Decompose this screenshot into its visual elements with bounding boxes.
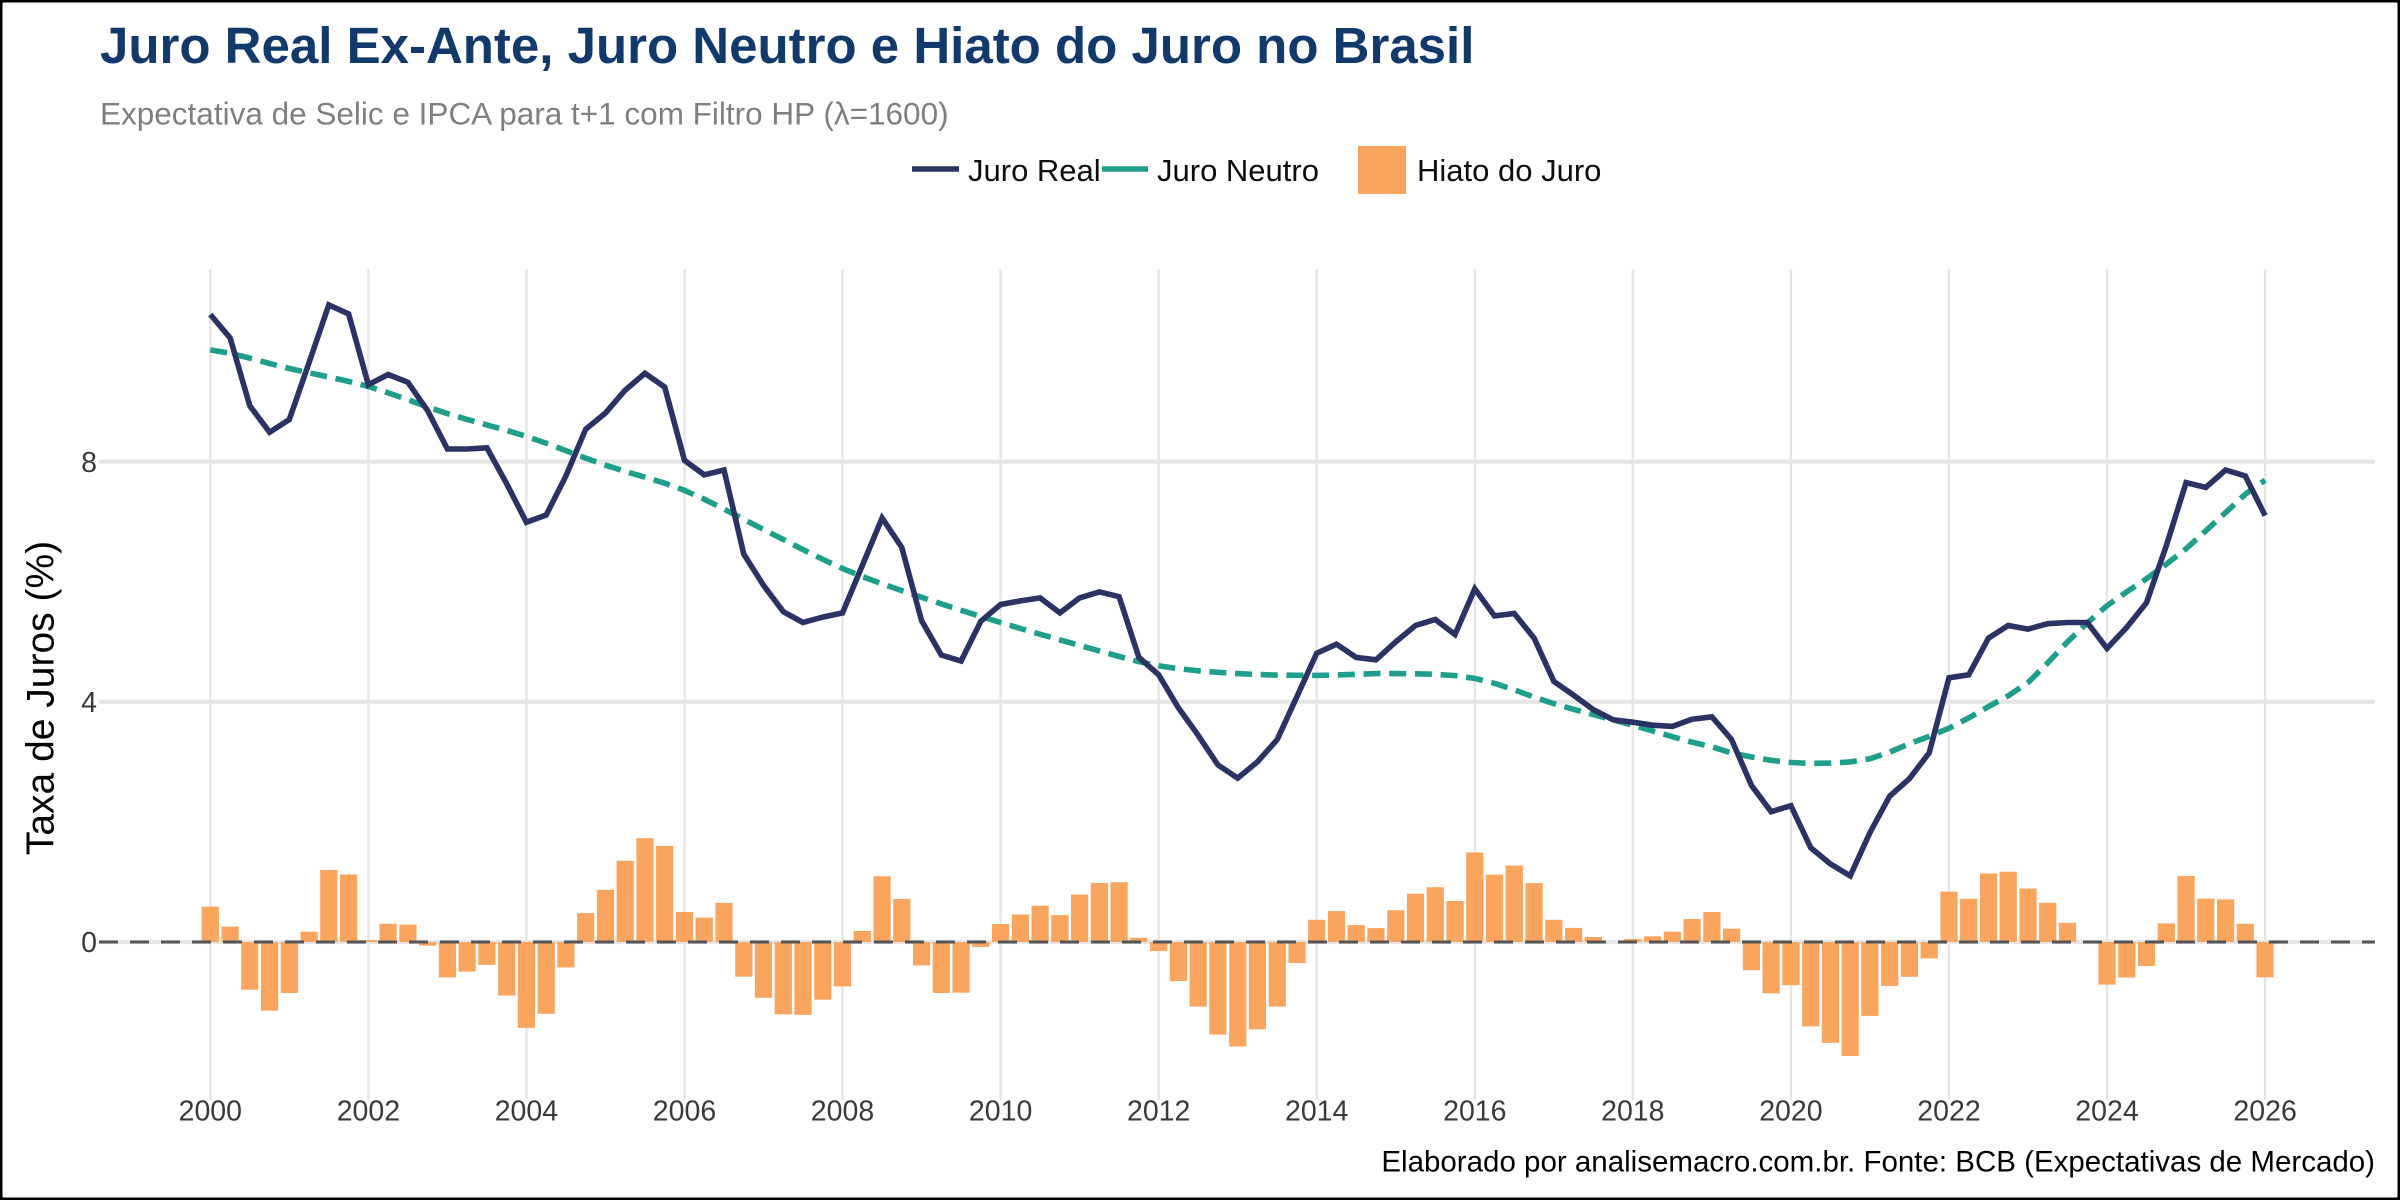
- svg-text:2020: 2020: [1759, 1096, 1822, 1128]
- svg-text:2004: 2004: [495, 1096, 559, 1128]
- svg-text:Elaborado por analisemacro.com: Elaborado por analisemacro.com.br. Fonte…: [1381, 1146, 2375, 1179]
- svg-text:2000: 2000: [179, 1096, 242, 1128]
- svg-text:2006: 2006: [653, 1096, 716, 1128]
- svg-text:8: 8: [81, 447, 97, 479]
- svg-text:2002: 2002: [337, 1096, 400, 1128]
- svg-text:2012: 2012: [1127, 1096, 1190, 1128]
- svg-text:Hiato do Juro: Hiato do Juro: [1417, 153, 1601, 188]
- svg-text:2018: 2018: [1601, 1096, 1664, 1128]
- svg-text:Taxa de Juros (%): Taxa de Juros (%): [20, 541, 63, 855]
- svg-text:2014: 2014: [1285, 1096, 1349, 1128]
- svg-text:2016: 2016: [1443, 1096, 1506, 1128]
- svg-text:2024: 2024: [2075, 1096, 2139, 1128]
- svg-text:2010: 2010: [969, 1096, 1032, 1128]
- svg-text:2026: 2026: [2233, 1096, 2296, 1128]
- svg-text:Juro Real Ex-Ante, Juro Neutro: Juro Real Ex-Ante, Juro Neutro e Hiato d…: [100, 17, 1474, 74]
- svg-text:Juro Real: Juro Real: [968, 153, 1101, 188]
- svg-text:4: 4: [81, 687, 97, 719]
- svg-text:2022: 2022: [1917, 1096, 1980, 1128]
- svg-text:Expectativa de Selic e IPCA pa: Expectativa de Selic e IPCA para t+1 com…: [100, 96, 949, 132]
- svg-text:Juro Neutro: Juro Neutro: [1157, 153, 1319, 188]
- svg-text:2008: 2008: [811, 1096, 874, 1128]
- svg-text:0: 0: [81, 927, 97, 959]
